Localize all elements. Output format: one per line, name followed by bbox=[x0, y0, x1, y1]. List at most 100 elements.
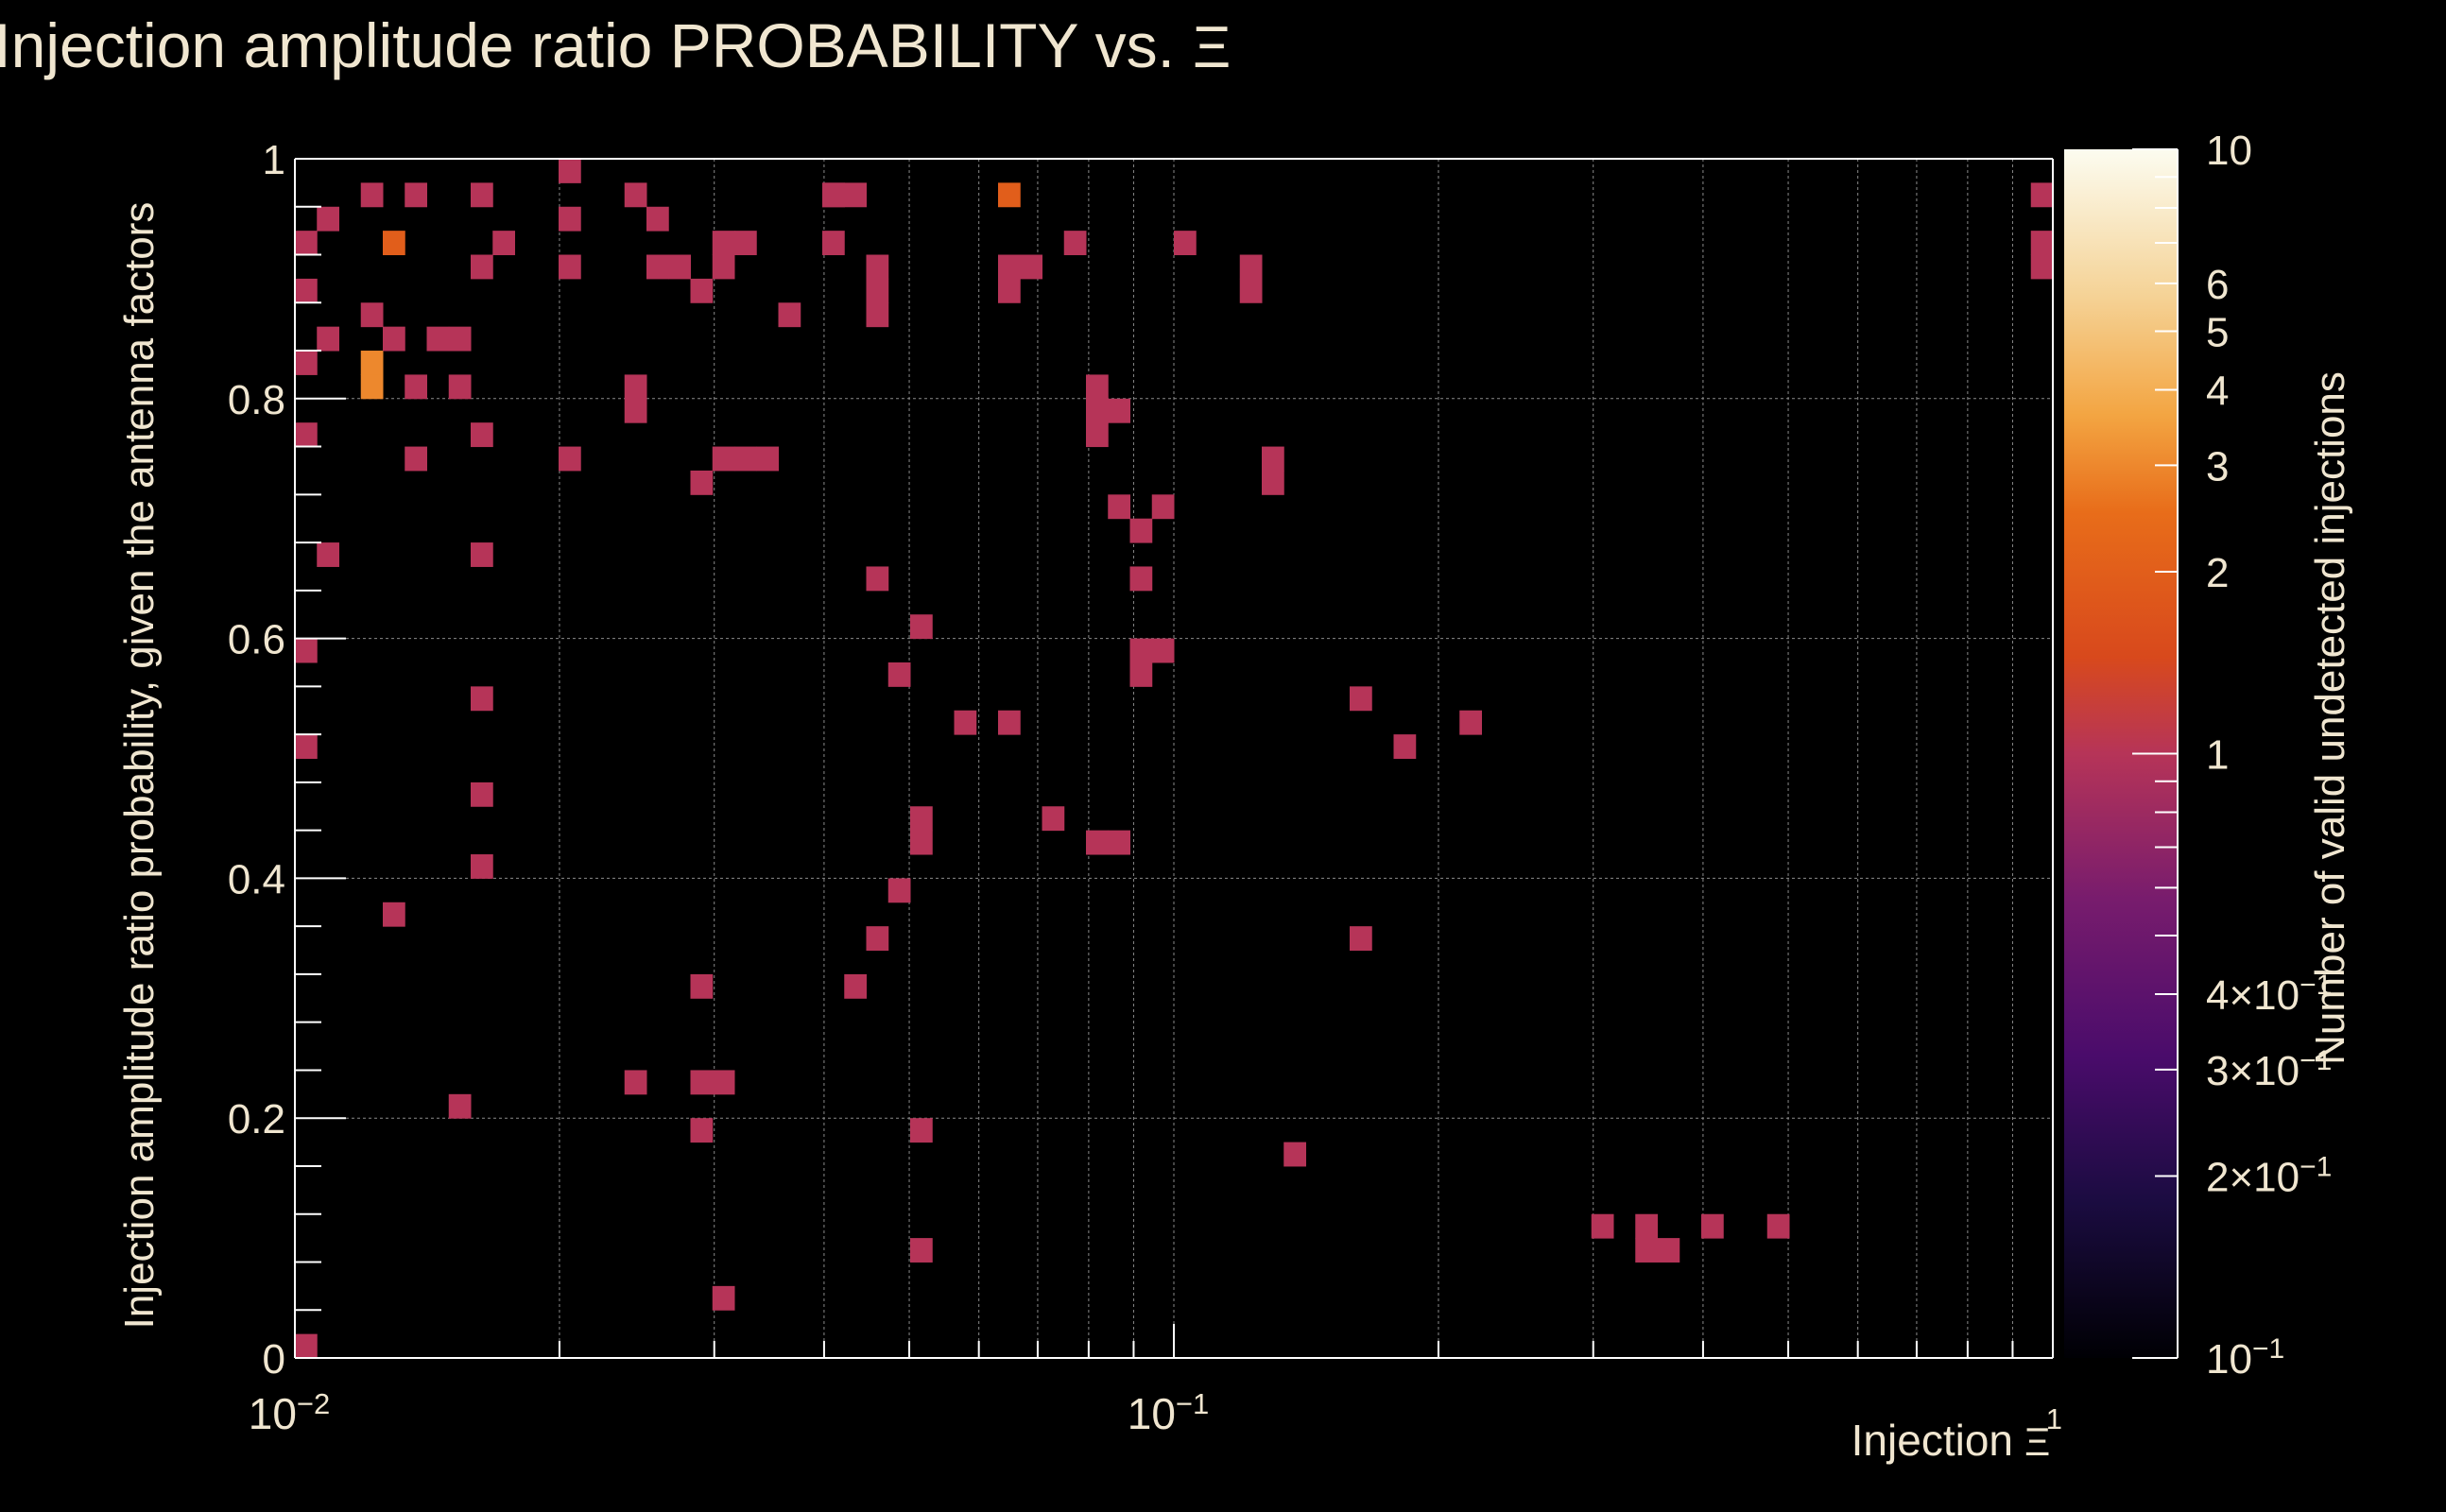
heatmap-cell bbox=[559, 206, 581, 232]
heatmap-cell bbox=[559, 446, 581, 472]
heatmap-cells bbox=[295, 159, 2054, 1359]
heatmap-cell bbox=[778, 302, 801, 328]
heatmap-cell bbox=[734, 231, 757, 256]
y-tick-label: 0.2 bbox=[228, 1096, 285, 1143]
heatmap-cell bbox=[734, 446, 757, 472]
heatmap-cell bbox=[471, 854, 493, 879]
heatmap-cell bbox=[1086, 422, 1109, 448]
y-tick-label: 0.4 bbox=[228, 856, 285, 902]
heatmap-cell bbox=[866, 926, 889, 952]
heatmap-cell bbox=[646, 206, 669, 232]
heatmap-cell bbox=[1591, 1213, 1614, 1239]
heatmap-cell bbox=[844, 182, 867, 208]
heatmap-cell bbox=[405, 182, 427, 208]
color-scale-axis: 10 65 4 3 2 1 4×10−1 3×10−1 2×10−1 10−1 bbox=[2132, 128, 2332, 1383]
heatmap-cell bbox=[360, 351, 384, 375]
heatmap-cell bbox=[910, 614, 933, 640]
heatmap-cell bbox=[866, 566, 889, 592]
heatmap-cell bbox=[471, 686, 493, 712]
heatmap-cell bbox=[866, 254, 889, 280]
heatmap-cell bbox=[866, 302, 889, 328]
heatmap-cell bbox=[471, 254, 493, 280]
heatmap-cell bbox=[471, 422, 493, 448]
heatmap-cell bbox=[295, 351, 318, 375]
heatmap-cell bbox=[317, 326, 339, 352]
heatmap-cell bbox=[1635, 1213, 1658, 1239]
heatmap-cell bbox=[712, 231, 735, 256]
y-axis-label: Injection amplitude ratio probability, g… bbox=[116, 202, 163, 1330]
heatmap-cell bbox=[1262, 470, 1284, 495]
heatmap-cell bbox=[910, 1118, 933, 1143]
heatmap-cell bbox=[295, 1333, 318, 1359]
heatmap-cell bbox=[624, 182, 647, 208]
z-tick-label: 4 bbox=[2206, 368, 2229, 414]
x-tick-label: 10−2 bbox=[249, 1387, 331, 1438]
z-tick-label: 3×10−1 bbox=[2206, 1045, 2332, 1094]
heatmap-cell bbox=[471, 782, 493, 807]
heatmap-cell bbox=[690, 1070, 714, 1095]
x-axis-label-symbol: Ξ bbox=[2024, 1419, 2050, 1464]
heatmap-cell bbox=[1657, 1238, 1680, 1263]
heatmap-cell bbox=[295, 231, 318, 256]
heatmap-cell bbox=[1766, 1213, 1790, 1239]
heatmap-cell bbox=[1393, 734, 1417, 759]
heatmap-cell bbox=[559, 159, 581, 183]
heatmap-cell bbox=[866, 278, 889, 303]
z-tick-label: 1 bbox=[2206, 732, 2229, 779]
heatmap-cell bbox=[1129, 566, 1153, 592]
heatmap-cell bbox=[756, 446, 779, 472]
heatmap-cell bbox=[426, 326, 450, 352]
heatmap-cell bbox=[1063, 231, 1087, 256]
x-axis-label: Injection bbox=[1852, 1416, 2013, 1465]
heatmap-cell bbox=[295, 734, 318, 759]
heatmap-cell bbox=[2030, 182, 2054, 208]
heatmap-cell bbox=[998, 182, 1021, 208]
heatmap-cell bbox=[910, 1238, 933, 1263]
heatmap-cell bbox=[448, 1093, 472, 1119]
heatmap-cell bbox=[1350, 686, 1372, 712]
heatmap-cell bbox=[646, 254, 669, 280]
heatmap-cell bbox=[405, 374, 427, 400]
heatmap-cell bbox=[668, 254, 691, 280]
heatmap-cell bbox=[844, 973, 867, 999]
heatmap-cell bbox=[448, 326, 472, 352]
y-tick-label: 0.6 bbox=[228, 617, 285, 663]
heatmap-cell bbox=[887, 662, 911, 687]
z-tick-label: 4×10−1 bbox=[2206, 970, 2332, 1019]
heatmap-cell bbox=[1086, 374, 1109, 400]
heatmap-cell bbox=[690, 278, 714, 303]
heatmap-cell bbox=[1239, 278, 1263, 303]
z-tick-label: 10−1 bbox=[2206, 1333, 2284, 1383]
heatmap-cell bbox=[471, 542, 493, 567]
heatmap-cell bbox=[910, 830, 933, 855]
heatmap-cell bbox=[690, 973, 714, 999]
heatmap-cell bbox=[712, 1070, 735, 1095]
heatmap-cell bbox=[1151, 638, 1175, 663]
heatmap-cell bbox=[1020, 254, 1042, 280]
chart-title-symbol: Ξ bbox=[1193, 15, 1231, 80]
heatmap-cell bbox=[822, 182, 845, 208]
z-tick-label: 2×10−1 bbox=[2206, 1151, 2332, 1200]
heatmap-cell bbox=[1239, 254, 1263, 280]
heatmap-cell bbox=[1108, 494, 1130, 520]
y-tick-label: 1 bbox=[263, 137, 285, 183]
heatmap-cell bbox=[887, 878, 911, 903]
heatmap-cell bbox=[1129, 518, 1153, 543]
heatmap-cell bbox=[1108, 398, 1130, 423]
heatmap-cell bbox=[383, 231, 405, 256]
heatmap-cell bbox=[295, 422, 318, 448]
heatmap-cell bbox=[2030, 231, 2054, 256]
heatmap-cell bbox=[1350, 926, 1372, 952]
heatmap-cell bbox=[383, 902, 405, 927]
axes: 0 0.2 0.4 0.6 0.8 1 10−2 10−1 1 bbox=[228, 137, 2062, 1438]
heatmap-cell bbox=[998, 254, 1021, 280]
heatmap-cell bbox=[690, 470, 714, 495]
heatmap-cell bbox=[1283, 1142, 1306, 1167]
heatmap-cell bbox=[295, 278, 318, 303]
heatmap-cell bbox=[1635, 1238, 1658, 1263]
heatmap-cell bbox=[1108, 830, 1130, 855]
heatmap-cell bbox=[448, 374, 472, 400]
heatmap-cell bbox=[317, 206, 339, 232]
heatmap-cell bbox=[2030, 254, 2054, 280]
